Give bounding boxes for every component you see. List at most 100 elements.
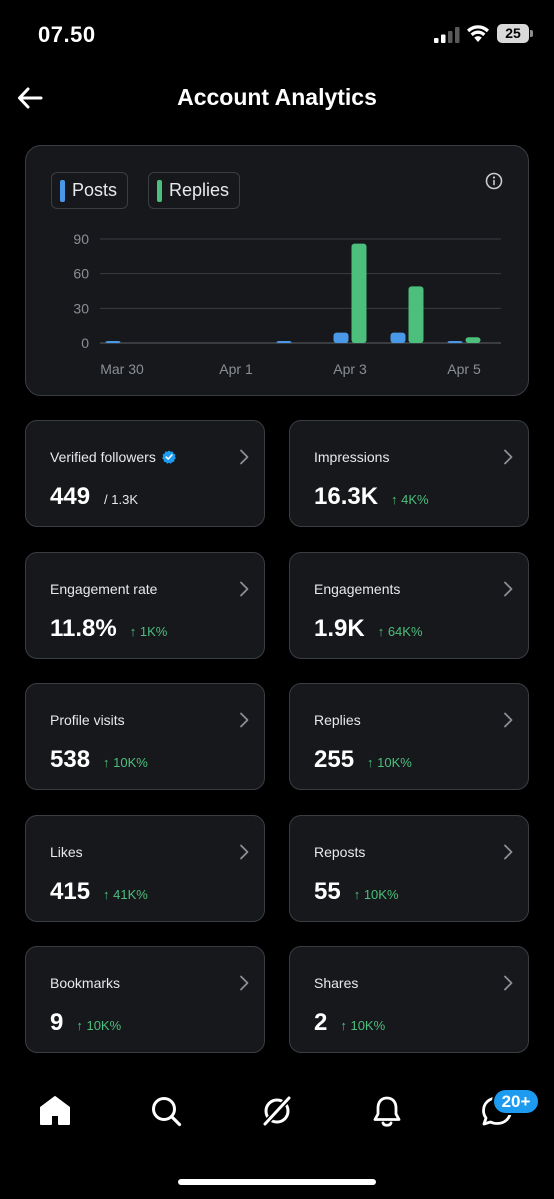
chevron-right-icon	[240, 449, 249, 465]
bar-posts-3[interactable]	[276, 341, 292, 343]
metric-value: 255	[314, 746, 355, 773]
chevron-right-icon	[240, 844, 249, 859]
bar-posts-6[interactable]	[447, 341, 463, 343]
bar-chart: 90 60 30 0 Mar 30 Apr 1 Apr 3 Apr 5	[73, 231, 501, 377]
messages-badge: 20+	[492, 1088, 540, 1115]
metric-value: 2	[314, 1009, 328, 1036]
status-bar: 07.50 25	[0, 0, 554, 70]
legend-posts-label: Posts	[72, 180, 118, 200]
chevron-right-icon	[504, 581, 513, 596]
bar-posts-0[interactable]	[105, 341, 121, 343]
cellular-signal-icon	[434, 27, 460, 43]
metric-card-bookmarks[interactable]: Bookmarks 9 ↑ 10K%	[25, 946, 265, 1053]
metric-value: 9	[50, 1009, 64, 1036]
metric-value: 11.8%	[50, 614, 117, 642]
status-time: 07.50	[38, 22, 96, 47]
metric-value-row: 449 / 1.3K	[50, 483, 138, 511]
metric-value-row: 255 ↑ 10K%	[314, 746, 412, 774]
header: Account Analytics	[0, 72, 554, 124]
metric-label-text: Likes	[50, 843, 83, 860]
bar-posts-4[interactable]	[333, 332, 349, 343]
y-tick-label: 60	[73, 266, 89, 282]
chevron-right-icon	[240, 712, 249, 728]
metric-label: Reposts	[314, 844, 365, 860]
verified-badge-icon	[161, 450, 176, 464]
metric-value-row: 16.3K ↑ 4K%	[314, 483, 429, 511]
x-tick-label: Apr 5	[447, 361, 481, 377]
metric-label: Engagement rate	[50, 581, 157, 597]
chevron-right-icon	[504, 975, 513, 991]
metric-change: ↑ 10K%	[340, 1018, 386, 1033]
metric-value: 415	[50, 877, 91, 905]
metric-label-text: Bookmarks	[50, 975, 121, 991]
metric-change: ↑ 10K%	[103, 755, 148, 770]
legend-replies-swatch	[157, 179, 162, 202]
metric-label-text: Shares	[314, 975, 359, 991]
metric-card-likes[interactable]: Likes 415 ↑ 41K%	[25, 814, 265, 922]
metric-value-row: 415 ↑ 41K%	[50, 878, 148, 906]
battery-level: 25	[497, 24, 529, 43]
legend-posts[interactable]: Posts	[51, 172, 129, 209]
info-icon[interactable]	[484, 171, 504, 191]
metric-card-replies[interactable]: Replies 255 ↑ 10K%	[289, 683, 529, 790]
metric-label-text: Engagement rate	[50, 580, 158, 597]
bar-posts-5[interactable]	[390, 332, 406, 343]
wifi-icon	[467, 25, 489, 42]
metric-label-text: Replies	[314, 712, 361, 728]
metric-value-row: 1.9K ↑ 64K%	[314, 615, 423, 643]
y-tick-label: 30	[73, 300, 89, 316]
metric-label: Impressions	[314, 449, 389, 465]
metric-label: Engagements	[314, 581, 400, 597]
chevron-right-icon	[240, 975, 249, 991]
metric-value-row: 538 ↑ 10K%	[50, 746, 148, 774]
metric-value: 16.3K	[314, 483, 379, 510]
metric-card-engagement-rate[interactable]: Engagement rate 11.8% ↑ 1K%	[25, 551, 265, 659]
legend-replies[interactable]: Replies	[148, 172, 241, 209]
bell-icon[interactable]	[369, 1093, 405, 1129]
chevron-right-icon	[504, 449, 513, 465]
chevron-right-icon	[240, 581, 249, 596]
legend-replies-label: Replies	[169, 180, 230, 200]
battery-cap	[530, 30, 533, 37]
back-arrow-icon[interactable]	[14, 82, 46, 114]
search-icon[interactable]	[148, 1093, 184, 1129]
metric-card-engagements[interactable]: Engagements 1.9K ↑ 64K%	[289, 551, 529, 659]
tab-bar	[0, 1078, 554, 1148]
metric-change: ↑ 10K%	[353, 886, 399, 902]
metric-card-reposts[interactable]: Reposts 55 ↑ 10K%	[289, 814, 529, 922]
metric-value: 1.9K	[314, 614, 365, 642]
activity-chart-card: Posts Replies 90 60 30 0 Mar 30 Apr 1 Apr 3 Apr…	[25, 145, 529, 396]
metric-label-text: Impressions	[314, 449, 390, 465]
metric-change: ↑ 10K%	[367, 755, 412, 770]
grok-icon[interactable]	[259, 1093, 295, 1129]
metric-label: Verified followers	[50, 449, 176, 465]
battery-indicator: 25	[497, 24, 533, 43]
metric-change: ↑ 4K%	[391, 492, 429, 507]
metric-change: ↑ 41K%	[103, 886, 148, 902]
home-icon[interactable]	[37, 1093, 73, 1129]
metric-card-shares[interactable]: Shares 2 ↑ 10K%	[289, 946, 529, 1053]
bar-replies-5[interactable]	[408, 286, 424, 343]
metric-total: / 1.3K	[104, 492, 139, 507]
bar-replies-6[interactable]	[465, 337, 481, 343]
metric-value-row: 2 ↑ 10K%	[314, 1009, 385, 1037]
metric-label-text: Profile visits	[50, 712, 125, 728]
metric-card-profile-visits[interactable]: Profile visits 538 ↑ 10K%	[25, 683, 265, 790]
x-tick-label: Mar 30	[100, 361, 144, 377]
bar-replies-4[interactable]	[351, 243, 367, 343]
metric-value-row: 9 ↑ 10K%	[50, 1009, 121, 1037]
metric-label: Likes	[50, 844, 83, 860]
metric-label: Bookmarks	[50, 975, 120, 991]
y-tick-label: 0	[81, 335, 89, 351]
metric-label: Profile visits	[50, 712, 125, 728]
metric-label-text: Verified followers	[50, 449, 156, 465]
metric-change: ↑ 10K%	[76, 1018, 122, 1033]
metric-value-row: 55 ↑ 10K%	[314, 878, 399, 906]
metric-value: 449	[50, 483, 91, 510]
x-tick-label: Apr 3	[333, 361, 367, 377]
chevron-right-icon	[504, 712, 513, 728]
metric-card-verified-followers[interactable]: Verified followers 449 / 1.3K	[25, 420, 265, 527]
metric-card-impressions[interactable]: Impressions 16.3K ↑ 4K%	[289, 420, 529, 527]
metric-value: 538	[50, 746, 91, 773]
metric-value: 55	[314, 877, 341, 905]
